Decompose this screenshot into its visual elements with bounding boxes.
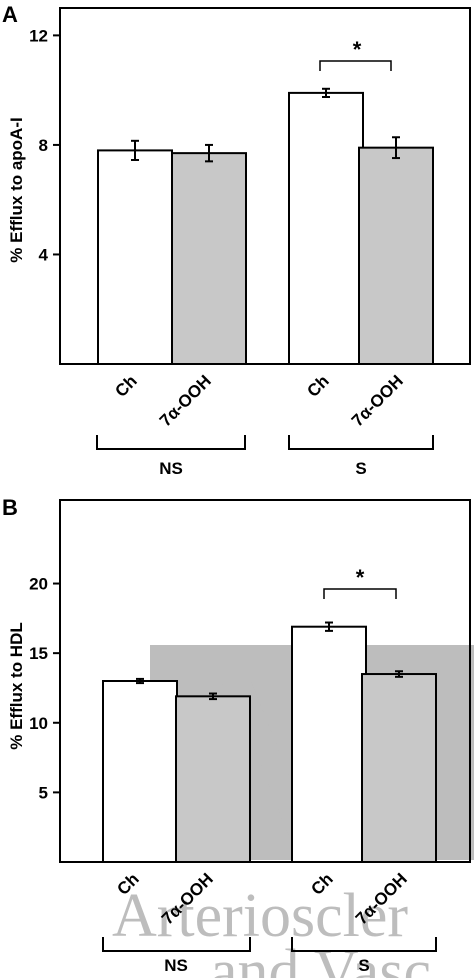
significance-line-a — [319, 60, 392, 71]
category-label-a-1: Ch — [111, 371, 140, 400]
error-bar-b-2 — [209, 692, 217, 701]
significance-bracket-b: * — [323, 565, 397, 599]
significance-star-a: * — [353, 37, 362, 62]
error-bar-b-1 — [136, 677, 144, 685]
bar-b-2 — [175, 695, 251, 863]
group-label-b-ns: NS — [164, 956, 188, 975]
error-bar-a-4 — [392, 136, 400, 160]
error-bars-a — [131, 87, 400, 163]
bar-b-4 — [361, 673, 437, 863]
plot-frame-b — [59, 499, 471, 863]
chart-panel-a: A % Efflux to apoA-I 4 8 12 * Ch 7α-OOH Ch… — [2, 2, 471, 478]
y-tick-label-b-3: 20 — [29, 575, 48, 594]
panel-letter-b: B — [2, 495, 18, 520]
bar-a-2 — [171, 152, 247, 365]
error-bar-a-3 — [322, 87, 330, 98]
error-bars-b — [136, 621, 403, 701]
y-tick-label-b-1: 10 — [29, 714, 48, 733]
group-bracket-b-s — [291, 937, 437, 952]
error-bar-a-2 — [205, 143, 213, 163]
bar-a-3 — [288, 91, 364, 366]
bar-b-3 — [291, 625, 367, 864]
y-axis-title-a: % Efflux to apoA-I — [7, 117, 26, 262]
significance-bracket-a: * — [319, 37, 392, 71]
error-bar-b-4 — [395, 670, 403, 678]
group-label-a-ns: NS — [159, 459, 183, 478]
bars-b — [102, 625, 437, 864]
panel-letter-a: A — [2, 2, 18, 27]
y-ticks-a: 4 8 12 — [29, 26, 60, 264]
y-axis-title-b: % Efflux to HDL — [7, 622, 26, 750]
bar-a-1 — [97, 149, 173, 365]
error-bar-a-1 — [131, 139, 139, 161]
watermark-text-line1: Arterioscler — [112, 882, 408, 950]
y-tick-label-a-2: 12 — [29, 26, 48, 45]
watermark-text-line2: and Vasc — [210, 938, 431, 978]
bar-b-1 — [102, 680, 178, 863]
bars-a — [97, 91, 434, 366]
plot-frame-a — [59, 7, 471, 365]
group-label-a-s: S — [355, 459, 366, 478]
significance-line-b — [323, 588, 397, 599]
group-bracket-a-s — [288, 435, 434, 450]
bar-a-4 — [358, 146, 434, 365]
error-bar-b-3 — [325, 621, 333, 632]
group-label-b-s: S — [358, 956, 369, 975]
y-tick-label-b-2: 15 — [29, 644, 48, 663]
category-label-a-4: 7α-OOH — [348, 371, 407, 430]
significance-star-b: * — [356, 565, 365, 590]
group-bracket-a-ns — [96, 435, 246, 450]
category-label-a-3: Ch — [303, 371, 332, 400]
y-tick-label-a-0: 4 — [39, 245, 49, 264]
category-label-a-2: 7α-OOH — [156, 371, 215, 430]
group-bracket-b-ns — [102, 937, 251, 952]
y-tick-label-b-0: 5 — [39, 783, 48, 802]
y-tick-label-a-1: 8 — [39, 136, 48, 155]
y-ticks-b: 5 10 15 20 — [29, 575, 60, 802]
